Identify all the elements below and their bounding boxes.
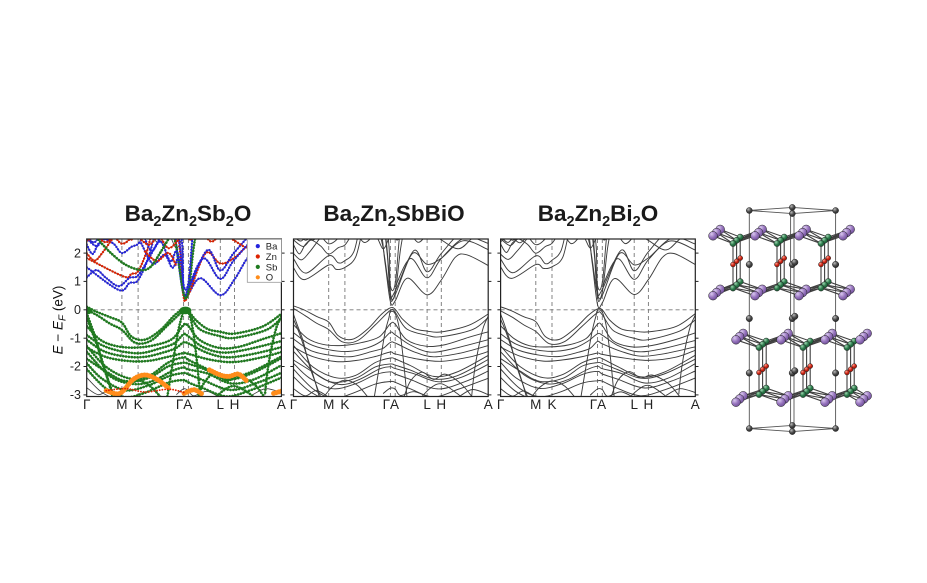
svg-text:H: H [230,397,240,412]
svg-text:M: M [116,397,127,412]
svg-text:H: H [436,397,446,412]
svg-text:A: A [597,397,606,412]
svg-text:K: K [340,397,349,412]
svg-text:M: M [530,397,541,412]
svg-text:2: 2 [74,246,81,260]
svg-text:Sb: Sb [266,262,278,273]
svg-text:Ba2​Zn2​SbBiO: Ba2​Zn2​SbBiO [323,201,464,230]
svg-text:-2: -2 [70,360,81,374]
svg-text:K: K [134,397,143,412]
svg-text:Γ: Γ [383,397,391,412]
svg-text:A: A [183,397,192,412]
svg-text:-3: -3 [70,388,81,402]
svg-text:Zn: Zn [266,252,277,263]
svg-text:K: K [547,397,556,412]
svg-text:L: L [217,397,225,412]
svg-text:Γ: Γ [176,397,184,412]
svg-text:A: A [277,397,286,412]
svg-text:L: L [630,397,638,412]
svg-text:A: A [484,397,493,412]
svg-text:E − EF (eV): E − EF (eV) [51,286,69,355]
svg-text:Γ: Γ [590,397,598,412]
svg-text:Γ: Γ [290,397,298,412]
svg-text:-1: -1 [70,331,81,345]
svg-text:0: 0 [74,303,81,317]
svg-text:A: A [390,397,399,412]
svg-text:Ba2​Zn2​Bi2​O: Ba2​Zn2​Bi2​O [538,201,659,230]
svg-text:Ba: Ba [266,242,278,253]
svg-text:L: L [423,397,431,412]
svg-text:A: A [691,397,700,412]
svg-text:H: H [644,397,654,412]
svg-text:Ba2​Zn2​Sb2​O: Ba2​Zn2​Sb2​O [125,201,252,230]
svg-text:O: O [266,273,273,284]
svg-text:M: M [323,397,334,412]
svg-text:1: 1 [74,275,81,289]
svg-text:Γ: Γ [83,397,91,412]
svg-text:Γ: Γ [497,397,505,412]
